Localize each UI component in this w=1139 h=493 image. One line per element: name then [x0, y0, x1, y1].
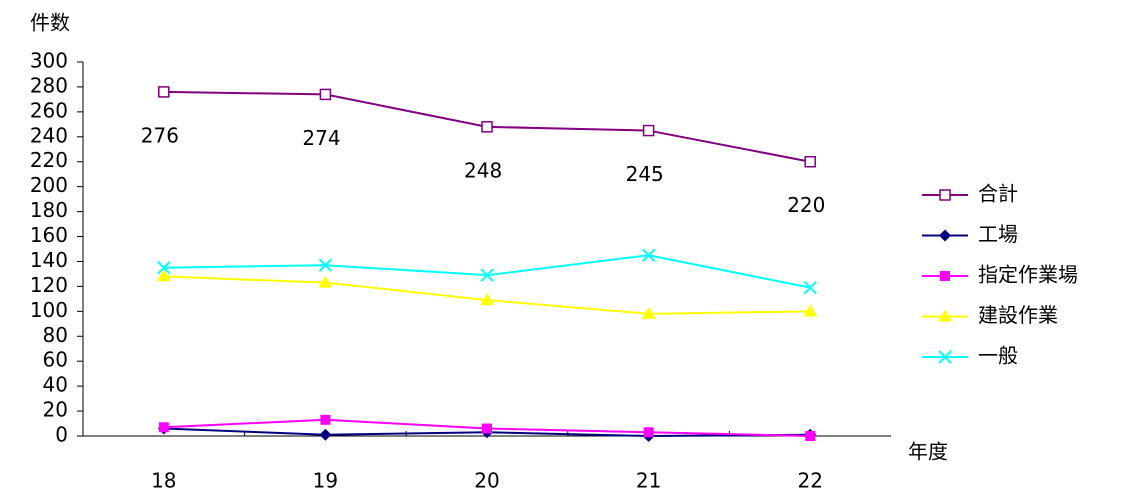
y-tick-label: 260: [30, 98, 68, 122]
data-label: 245: [626, 162, 664, 186]
x-tick-label: 20: [474, 469, 499, 493]
marker: [803, 280, 817, 295]
y-tick-label: 200: [30, 173, 68, 197]
y-tick-label: 300: [30, 49, 68, 73]
marker: [938, 309, 952, 322]
marker: [482, 423, 492, 434]
marker: [320, 414, 331, 425]
marker: [156, 269, 171, 282]
marker: [805, 431, 816, 441]
marker: [804, 155, 816, 168]
data-label: 274: [302, 126, 340, 150]
y-tick-label: 120: [30, 273, 68, 297]
marker: [157, 260, 171, 275]
series-line: [163, 254, 811, 289]
y-tick-label: 280: [30, 73, 68, 97]
marker: [158, 422, 169, 433]
marker: [643, 427, 654, 438]
y-tick-label: 0: [55, 423, 68, 447]
marker: [803, 304, 818, 317]
marker: [938, 350, 952, 364]
marker: [939, 189, 951, 201]
x-tick-label: 19: [313, 469, 338, 493]
x-tick-label: 22: [797, 469, 822, 493]
legend-label: 指定作業場: [978, 263, 1078, 287]
y-tick-label: 40: [43, 373, 68, 397]
y-tick-label: 180: [30, 198, 68, 222]
legend-label: 建設作業: [978, 303, 1058, 327]
marker: [641, 306, 656, 319]
y-tick-label: 220: [30, 148, 68, 172]
data-label: 220: [787, 193, 825, 217]
y-tick-label: 60: [43, 348, 68, 372]
marker: [481, 121, 493, 133]
marker: [319, 428, 332, 441]
marker: [158, 86, 170, 98]
marker: [318, 275, 333, 288]
x-tick-label: 21: [636, 469, 661, 493]
y-tick-label: 240: [30, 123, 68, 147]
y-tick-label: 20: [43, 398, 68, 422]
marker: [480, 268, 494, 282]
x-axis-label: 年度: [908, 440, 948, 464]
marker: [642, 124, 655, 137]
y-tick-label: 80: [43, 323, 68, 347]
marker: [940, 271, 950, 281]
marker: [319, 88, 332, 101]
data-label: 276: [141, 123, 179, 147]
y-axis-label: 件数: [30, 11, 70, 35]
marker: [480, 293, 494, 306]
marker: [318, 258, 333, 272]
legend-label: 合計: [978, 182, 1018, 206]
marker: [939, 229, 951, 242]
legend-label: 工場: [978, 222, 1018, 246]
legend-label: 一般: [978, 344, 1018, 368]
data-label: 248: [464, 158, 502, 182]
y-tick-label: 100: [30, 298, 68, 322]
y-tick-label: 160: [30, 223, 68, 247]
y-tick-label: 140: [30, 248, 68, 272]
x-tick-label: 18: [151, 469, 176, 493]
marker: [641, 248, 656, 262]
